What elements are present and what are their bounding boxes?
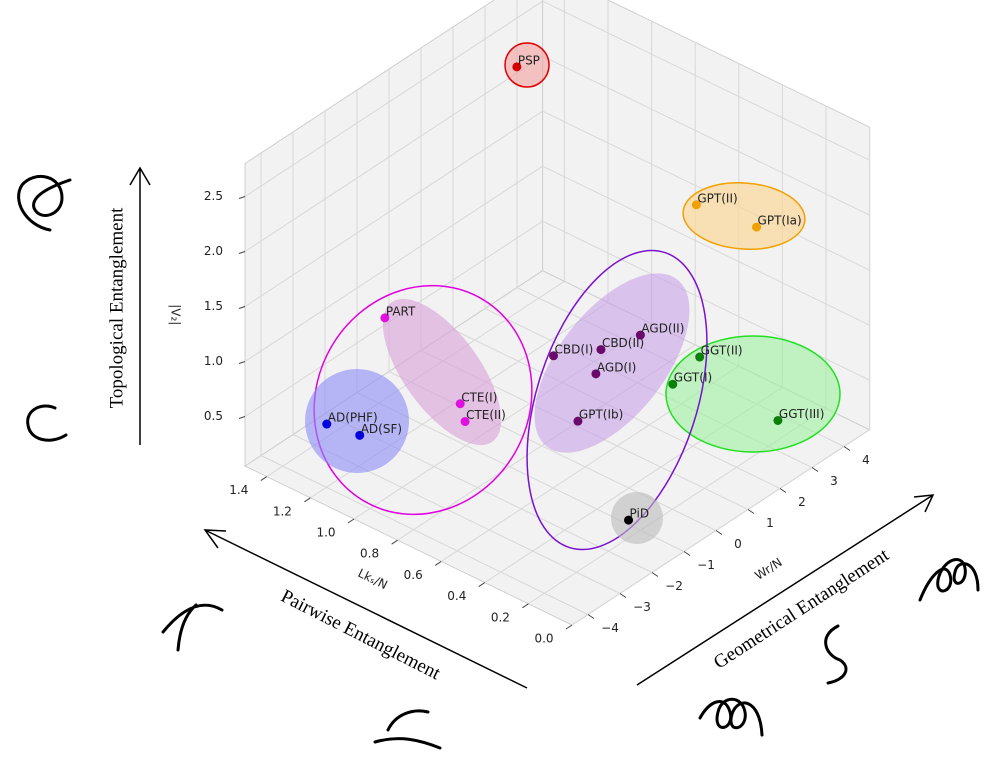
- tick-mark: [239, 197, 245, 199]
- tick-mark: [392, 540, 398, 544]
- tick-mark: [566, 625, 572, 629]
- annotation: Geometrical Entanglement: [710, 544, 893, 673]
- tick-mark: [812, 468, 818, 472]
- point-label: AGD(I): [597, 360, 636, 374]
- x-axis-label: Lkₛ/N: [356, 566, 390, 592]
- y-tick-label: −3: [633, 600, 651, 614]
- x-tick-label: 1.4: [229, 483, 248, 497]
- y-tick-label: 1: [766, 516, 774, 530]
- tick-mark: [435, 561, 441, 565]
- tick-mark: [652, 573, 658, 577]
- point-label: CTE(I): [461, 390, 497, 404]
- tick-mark: [239, 252, 245, 254]
- tick-mark: [780, 489, 786, 493]
- icon: [19, 176, 70, 230]
- z-tick-label: 2.5: [204, 189, 223, 203]
- point-label: GPT(Ib): [579, 408, 623, 422]
- point-label: AD(SF): [361, 422, 402, 436]
- point-label: PART: [386, 304, 416, 318]
- x-tick-label: 1.0: [316, 526, 335, 540]
- icon: [920, 559, 978, 600]
- y-tick-label: 4: [862, 453, 870, 467]
- point-label: GGT(I): [674, 371, 712, 385]
- y-tick-label: −4: [601, 621, 619, 635]
- point-label: GGT(III): [779, 407, 824, 421]
- point-label: GPT(Ia): [758, 214, 802, 228]
- z-tick-label: 1.5: [204, 299, 223, 313]
- x-tick-label: 0.2: [491, 610, 510, 624]
- point-label: CTE(II): [466, 408, 506, 422]
- cluster: [666, 336, 840, 452]
- x-tick-label: 0.6: [404, 568, 423, 582]
- tick-mark: [620, 594, 626, 598]
- tick-mark: [348, 519, 354, 523]
- icon: [28, 406, 66, 440]
- point-label: AGD(II): [641, 322, 684, 336]
- z-tick-label: 0.5: [204, 409, 223, 423]
- x-tick-label: 0.4: [447, 589, 466, 603]
- x-tick-label: 1.2: [273, 504, 292, 518]
- point-label: GPT(II): [697, 191, 737, 205]
- z-tick-label: 1.0: [204, 354, 223, 368]
- tick-mark: [261, 477, 267, 481]
- tick-mark: [716, 531, 722, 535]
- tick-mark: [239, 362, 245, 364]
- tick-mark: [588, 615, 594, 619]
- y-tick-label: −2: [665, 579, 683, 593]
- tick-mark: [684, 552, 690, 556]
- tick-mark: [239, 307, 245, 309]
- z-axis-label: |V₂|: [169, 304, 183, 325]
- chart: 0.0 0.2 0.4 0.6 0.8 1.0 1.2 1.4 −4 −3 −2 −1 0 1 2 3 4 0.5…: [0, 0, 985, 758]
- y-tick-label: 0: [734, 537, 742, 551]
- x-tick-label: 0.0: [534, 632, 553, 646]
- x-tick-label: 0.8: [360, 547, 379, 561]
- tick-mark: [304, 498, 310, 502]
- y-tick-label: −1: [697, 558, 715, 572]
- icon: [826, 626, 846, 683]
- point-label: GGT(II): [701, 344, 743, 358]
- icon: [163, 605, 222, 650]
- icon: [700, 699, 762, 735]
- tick-mark: [748, 510, 754, 514]
- icon: [375, 711, 440, 748]
- tick-mark: [522, 604, 528, 608]
- z-tick-label: 2.0: [204, 244, 223, 258]
- arrow: [130, 168, 150, 445]
- point-label: PiD: [630, 507, 650, 521]
- point-label: CBD(I): [555, 342, 594, 356]
- tick-mark: [239, 417, 245, 419]
- point-label: PSP: [518, 53, 540, 67]
- y-tick-label: 2: [798, 495, 806, 509]
- tick-mark: [479, 583, 485, 587]
- annotation: Topological Entanglement: [106, 207, 127, 408]
- y-axis-label: Wr/N: [752, 555, 784, 583]
- y-tick-label: 3: [830, 474, 838, 488]
- tick-mark: [844, 447, 850, 451]
